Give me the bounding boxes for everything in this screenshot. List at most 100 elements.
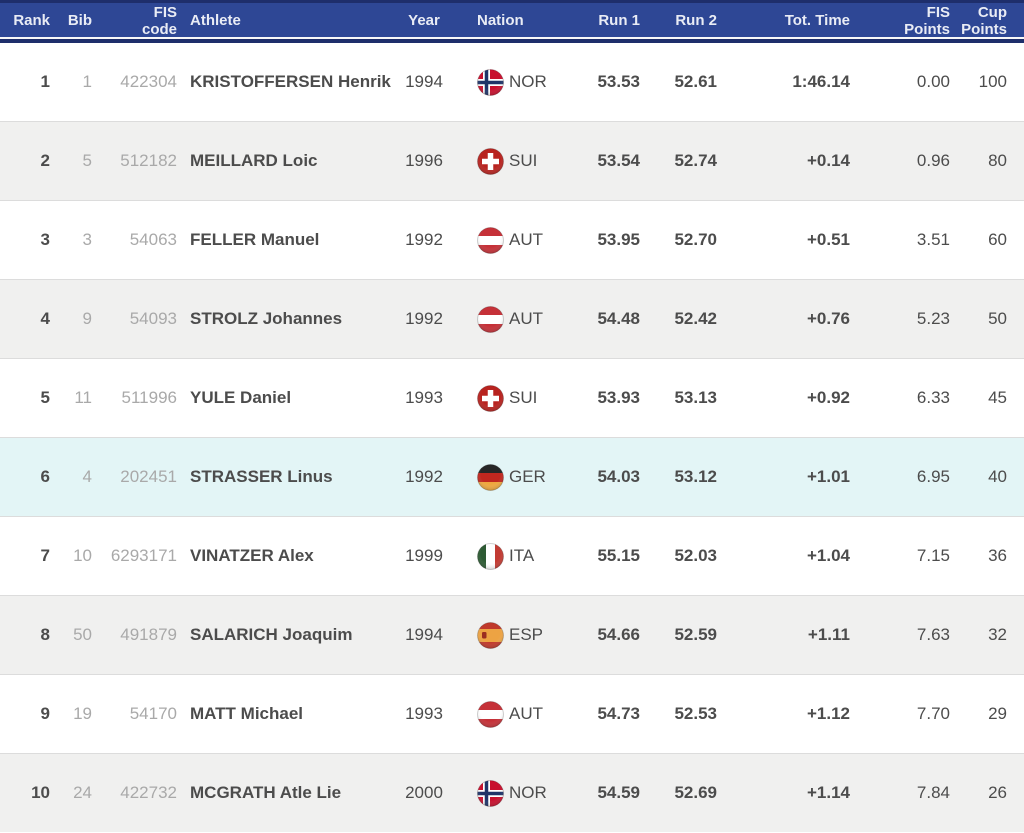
cell-cup-points: 29 <box>988 704 1007 723</box>
cell-fis-points: 7.84 <box>916 783 950 802</box>
cell-bib: 4 <box>82 467 92 486</box>
flag-esp-icon <box>477 621 504 649</box>
cell-nation: ESP <box>450 596 570 675</box>
table-row-4[interactable]: 4 9 54093 STROLZ Johannes 1992 AUT 54.48 52.42… <box>0 279 1024 359</box>
nation-code: ESP <box>509 625 544 644</box>
table-row-8[interactable]: 8 50 491879 SALARICH Joaquim 1994 ESP 54.66 52… <box>0 595 1024 675</box>
nation-code: ITA <box>509 546 535 565</box>
table-row-5[interactable]: 5 11 511996 YULE Daniel 1993 SUI 53.93 53.13 +0… <box>0 358 1024 438</box>
cell-fis-code: 54063 <box>129 230 177 249</box>
table-row-10[interactable]: 10 24 422732 MCGRATH Atle Lie 2000 NOR 54.59 5… <box>0 753 1024 833</box>
header-run2: Run 2 <box>640 0 717 43</box>
table-row-7[interactable]: 7 10 6293171 VINATZER Alex 1999 ITA 55.15 52.0… <box>0 516 1024 596</box>
cell-run2: 53.12 <box>674 467 717 486</box>
cell-fis-points: 0.96 <box>916 151 950 170</box>
cell-cup-points: 100 <box>978 72 1007 91</box>
nation-code: SUI <box>509 388 538 407</box>
nation: AUT <box>477 305 570 333</box>
cell-fis-code: 6293171 <box>110 546 177 565</box>
nation: NOR <box>477 68 570 96</box>
cell-cup-points: 36 <box>988 546 1007 565</box>
header-nation: Nation <box>450 0 570 43</box>
cell-fis-code: 491879 <box>120 625 177 644</box>
nation: SUI <box>477 384 570 412</box>
cell-run1: 54.73 <box>597 704 640 723</box>
cell-athlete: YULE Daniel <box>190 388 292 408</box>
table-row-2[interactable]: 2 5 512182 MEILLARD Loic 1996 SUI 53.54 52.74 +… <box>0 121 1024 201</box>
cell-nation: NOR <box>450 41 570 122</box>
header-cup-points: Cup Points <box>950 0 1024 43</box>
header-bib: Bib <box>50 0 92 43</box>
cell-cup-points: 45 <box>988 388 1007 407</box>
cell-run2: 52.74 <box>674 151 717 170</box>
table-row-9[interactable]: 9 19 54170 MATT Michael 1993 AUT 54.73 52.53 +1… <box>0 674 1024 754</box>
cell-rank: 1 <box>40 72 50 91</box>
cell-cup-points: 50 <box>988 309 1007 328</box>
cell-total-time: 1:46.14 <box>792 72 850 91</box>
cell-cup-points: 26 <box>988 783 1007 802</box>
cell-year: 1996 <box>405 151 443 170</box>
flag-nor-icon <box>477 68 504 96</box>
cell-fis-code: 422732 <box>120 783 177 802</box>
cell-rank: 5 <box>40 388 50 407</box>
table-row-1[interactable]: 1 1 422304 KRISTOFFERSEN Henrik 1994 NOR 53.5… <box>0 41 1024 122</box>
cell-fis-code: 202451 <box>120 467 177 486</box>
cell-athlete: FELLER Manuel <box>190 230 320 250</box>
flag-ita-icon <box>477 542 504 570</box>
cell-run2: 52.70 <box>674 230 717 249</box>
cell-bib: 1 <box>82 72 92 91</box>
cell-run1: 54.66 <box>597 625 640 644</box>
cell-nation: ITA <box>450 517 570 596</box>
cell-year: 1999 <box>405 546 443 565</box>
cell-rank: 2 <box>40 151 50 170</box>
cell-rank: 8 <box>40 625 50 644</box>
cell-fis-code: 54093 <box>129 309 177 328</box>
cell-total-time: +0.92 <box>806 388 850 407</box>
header-rank: Rank <box>0 0 50 43</box>
cell-run2: 53.13 <box>674 388 717 407</box>
nation: AUT <box>477 700 570 728</box>
table-row-6[interactable]: 6 4 202451 STRASSER Linus 1992 GER 54.03 53.12… <box>0 437 1024 517</box>
nation-code: NOR <box>509 783 547 802</box>
cell-rank: 3 <box>40 230 50 249</box>
cell-rank: 4 <box>40 309 50 328</box>
cell-year: 1992 <box>405 309 443 328</box>
cell-nation: NOR <box>450 754 570 833</box>
cell-fis-code: 512182 <box>120 151 177 170</box>
flag-aut-icon <box>477 700 504 728</box>
table-header-row: Rank Bib FIS code Athlete Year Nation Ru… <box>0 0 1024 43</box>
cell-bib: 24 <box>73 783 92 802</box>
header-athlete: Athlete <box>177 0 398 43</box>
cell-nation: AUT <box>450 280 570 359</box>
cell-fis-code: 54170 <box>129 704 177 723</box>
cell-total-time: +1.14 <box>806 783 850 802</box>
cell-run1: 53.93 <box>597 388 640 407</box>
nation: AUT <box>477 226 570 254</box>
cell-cup-points: 32 <box>988 625 1007 644</box>
cell-athlete: STROLZ Johannes <box>190 309 343 329</box>
cell-fis-code: 511996 <box>121 388 177 407</box>
nation-code: AUT <box>509 230 543 249</box>
nation-code: GER <box>509 467 546 486</box>
cell-run2: 52.42 <box>674 309 717 328</box>
cell-bib: 3 <box>82 230 92 249</box>
nation-code: NOR <box>509 72 547 91</box>
table-row-3[interactable]: 3 3 54063 FELLER Manuel 1992 AUT 53.95 52.70 +0… <box>0 200 1024 280</box>
flag-nor-icon <box>477 779 504 807</box>
header-fis-points: FIS Points <box>850 0 950 43</box>
cell-athlete: SALARICH Joaquim <box>190 625 353 645</box>
nation: ESP <box>477 621 570 649</box>
cell-nation: SUI <box>450 122 570 201</box>
cell-total-time: +0.76 <box>806 309 850 328</box>
nation-code: AUT <box>509 704 543 723</box>
cell-cup-points: 40 <box>988 467 1007 486</box>
cell-run2: 52.69 <box>674 783 717 802</box>
nation: GER <box>477 463 570 491</box>
cell-run2: 52.61 <box>674 72 717 91</box>
cell-athlete: VINATZER Alex <box>190 546 314 566</box>
flag-ger-icon <box>477 463 504 491</box>
flag-sui-icon <box>477 147 504 175</box>
cell-total-time: +1.04 <box>806 546 850 565</box>
flag-sui-icon <box>477 384 504 412</box>
